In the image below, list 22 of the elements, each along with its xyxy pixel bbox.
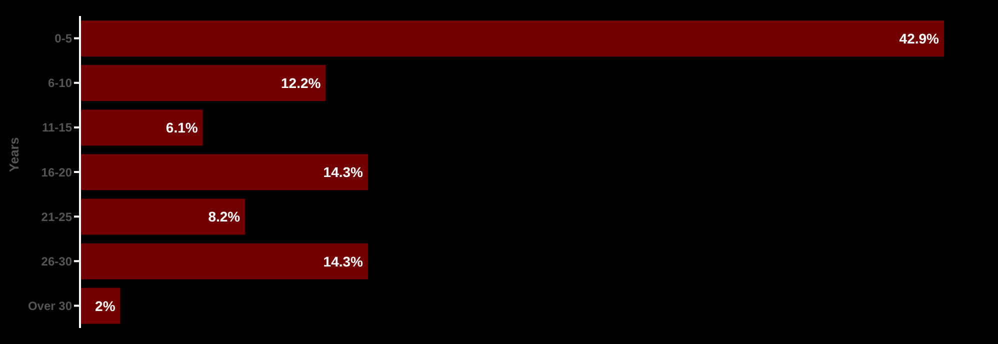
y-tick-label: 26-30	[41, 254, 72, 268]
y-tick-label: 16-20	[41, 165, 72, 180]
bar	[80, 20, 944, 56]
y-tick-label: Over 30	[28, 298, 72, 313]
y-tick-label: 11-15	[42, 120, 72, 135]
data-label: 6.1%	[166, 120, 198, 136]
bar	[80, 198, 246, 235]
bar	[80, 154, 368, 190]
data-label: 14.3%	[323, 253, 364, 270]
y-tick-label: 21-25	[41, 210, 72, 224]
bar	[80, 110, 203, 146]
y-axis-title: Years	[6, 137, 22, 172]
bar	[80, 65, 326, 102]
bar	[80, 288, 120, 324]
data-label: 42.9%	[899, 30, 940, 46]
y-tick-label: 0-5	[54, 32, 72, 46]
data-label: 14.3%	[323, 164, 364, 180]
data-label: 2%	[95, 298, 116, 314]
data-label: 8.2%	[208, 208, 241, 225]
y-tick-label: 6-10	[48, 76, 72, 90]
data-label: 12.2%	[281, 75, 322, 91]
bar	[80, 243, 368, 280]
